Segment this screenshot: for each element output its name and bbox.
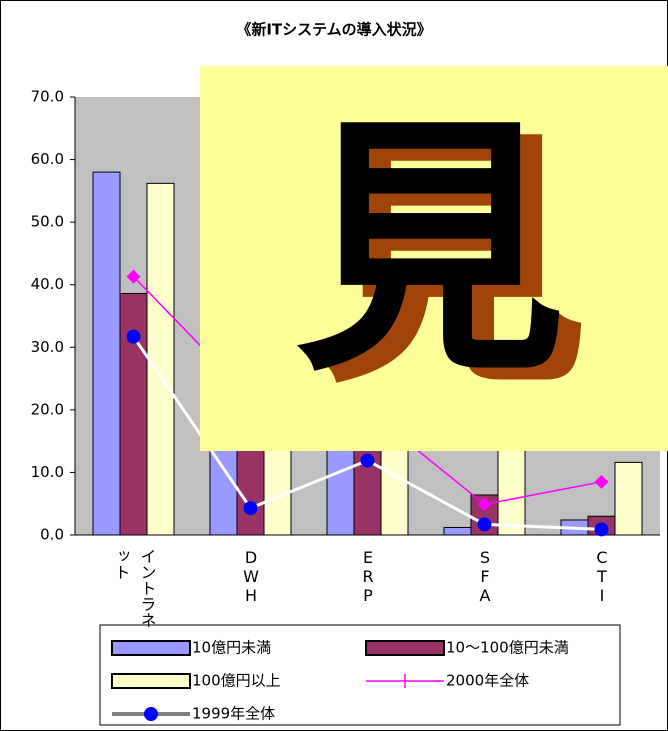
marker bbox=[594, 474, 609, 489]
marker bbox=[477, 517, 492, 532]
legend-label: 10億円未満 bbox=[192, 639, 271, 657]
y-tick-label: 0.0 bbox=[40, 526, 64, 544]
y-tick-label: 50.0 bbox=[31, 213, 64, 231]
marker bbox=[477, 497, 492, 512]
bar bbox=[614, 461, 643, 536]
y-tick-label: 70.0 bbox=[31, 88, 64, 106]
legend-swatch bbox=[365, 640, 445, 656]
bar bbox=[443, 526, 472, 536]
chart-title: 《新ITシステムの導入状況》 bbox=[236, 21, 431, 39]
legend-marker bbox=[144, 707, 158, 721]
glyph: 見 bbox=[295, 93, 565, 408]
marker bbox=[360, 453, 375, 468]
bar bbox=[236, 434, 265, 536]
x-tick-label: ERP bbox=[358, 548, 378, 605]
bar bbox=[92, 171, 121, 536]
marker bbox=[126, 329, 141, 344]
legend-label: 100億円以上 bbox=[192, 672, 281, 690]
legend-swatch bbox=[111, 640, 191, 656]
overlay-box bbox=[200, 66, 668, 451]
legend-label: 2000年全体 bbox=[446, 672, 529, 690]
bar bbox=[146, 182, 175, 536]
y-tick-label: 60.0 bbox=[31, 150, 64, 168]
y-tick-label: 20.0 bbox=[31, 400, 64, 418]
y-tick-label: 30.0 bbox=[31, 338, 64, 356]
legend-label: 10～100億円未満 bbox=[446, 639, 569, 657]
legend-swatch bbox=[111, 673, 191, 689]
plot bbox=[70, 96, 660, 537]
marker bbox=[126, 269, 141, 284]
glyph-shadow: 見 bbox=[317, 105, 587, 420]
marker bbox=[594, 522, 609, 537]
x-tick-label: イントラネット bbox=[111, 548, 157, 628]
x-tick-label: CTI bbox=[592, 548, 612, 605]
legend: 10億円未満 10～100億円未満 100億円以上 2000年全体 1999年全体 bbox=[99, 624, 621, 726]
legend-label: 1999年全体 bbox=[192, 705, 275, 723]
bar bbox=[380, 434, 409, 536]
x-tick-label: DWH bbox=[241, 548, 261, 605]
marker bbox=[243, 501, 258, 516]
y-tick-label: 40.0 bbox=[31, 275, 64, 293]
overlay-image: 見 見 bbox=[200, 66, 668, 451]
y-tick-label: 10.0 bbox=[31, 463, 64, 481]
x-tick-label: SFA bbox=[475, 548, 495, 605]
